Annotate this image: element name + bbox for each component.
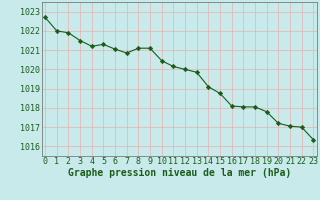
X-axis label: Graphe pression niveau de la mer (hPa): Graphe pression niveau de la mer (hPa) [68,168,291,178]
